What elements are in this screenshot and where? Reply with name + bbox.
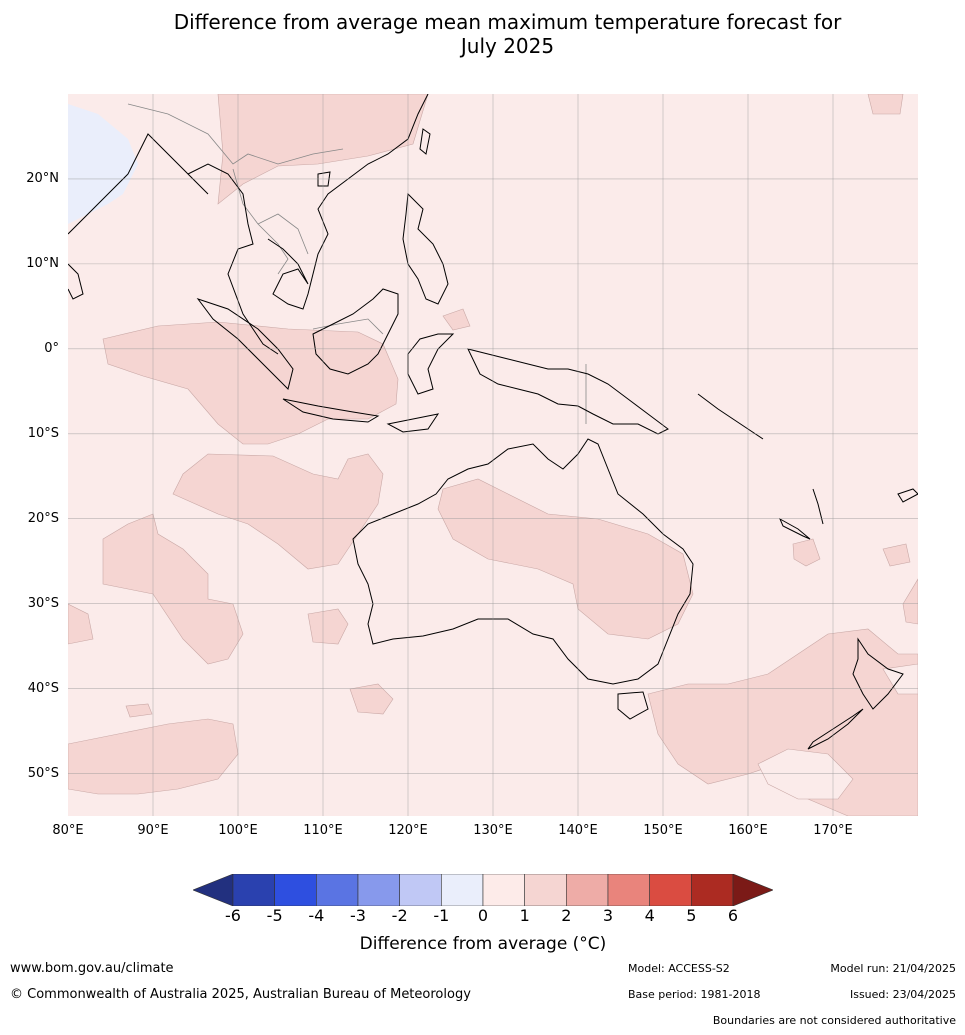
colorbar-tick-label: 5 [686,906,697,925]
anomaly-region-neg1-0 [68,104,138,224]
colorbar-label: Difference from average (°C) [359,934,607,954]
colorbar-swatch [316,873,359,907]
colorbar-swatch [649,873,692,907]
coast-borneo [312,288,399,375]
coast-philippines [402,192,449,305]
longitude-label: 140°E [558,823,598,838]
coast-java [282,398,380,423]
coast-new-caledonia [778,517,811,540]
colorbar [192,873,774,907]
forecast-map[interactable] [68,94,918,816]
longitude-label: 160°E [728,823,768,838]
colorbar-tick-label: -3 [350,906,366,925]
latitude-label: 40°S [27,680,59,696]
coast-indochina [267,94,429,310]
anomaly-region-pacific-small-2 [882,543,911,567]
latitude-label: 20°S [27,510,59,526]
latitude-label: 10°N [26,255,59,271]
colorbar-tick-label: -5 [266,906,283,925]
colorbar-swatch [732,873,774,907]
colorbar-tick-label: -2 [391,906,408,925]
colorbar-swatch [691,873,734,907]
longitude-label: 100°E [218,823,258,838]
footer-disclaimer: Boundaries are not considered authoritat… [712,1014,956,1027]
longitude-label: 120°E [388,823,428,838]
coast-sumatra [196,298,294,390]
colorbar-swatch [357,873,400,907]
colorbar-swatch [192,873,234,907]
coast-hainan [317,171,331,187]
map-canvas [68,94,918,816]
longitude-label: 90°E [137,823,169,838]
latitude-label: 20°N [26,170,59,186]
coast-solomons [697,393,764,440]
coast-nz-north [852,637,904,710]
coast-vanuatu [812,488,824,525]
colorbar-tick-label: 4 [644,906,655,925]
longitude-label: 110°E [303,823,343,838]
anomaly-region-png-north [442,308,471,331]
colorbar-swatch [441,873,484,907]
anomaly-region-west-edge [68,603,94,645]
title-line-2: July 2025 [460,34,555,58]
footer-model: Model: ACCESS-S2 [628,962,730,975]
latitude-label: 30°S [27,595,59,611]
coast-fiji [897,488,918,503]
colorbar-tick-label: 3 [602,906,614,925]
coast-australia [352,438,694,685]
coast-sulawesi [407,333,455,395]
anomaly-region-pacific-small-1 [792,538,821,567]
colorbar-tick-label: -6 [225,906,241,925]
colorbar-swatch [524,873,567,907]
anomaly-region-east-edge [902,578,918,625]
anomaly-region-small-2 [349,683,394,715]
title-line-1: Difference from average mean maximum tem… [173,10,842,34]
colorbar-swatch [566,873,609,907]
coast-tasmania [617,691,649,720]
coast-india [68,133,209,235]
colorbar-tick-label: 6 [727,906,739,925]
colorbar-tick-label: -1 [433,906,450,925]
anomaly-region-small-3 [125,703,153,718]
coast-timor [386,413,440,433]
anomaly-region-northeast [867,94,904,115]
footer-issued: Issued: 23/04/2025 [849,988,956,1001]
map-title: Difference from average mean maximum tem… [0,10,965,58]
anomaly-region-tasman-nz [647,628,918,816]
coast-taiwan [419,128,431,155]
longitude-label: 150°E [643,823,683,838]
footer-base-period: Base period: 1981-2018 [628,988,761,1001]
colorbar-swatches [192,873,774,907]
anomaly-pockets-0-1 [757,663,918,800]
anomaly-region-indian-ocean-north [102,321,399,445]
colorbar-tick-label: 1 [519,906,530,925]
footer-copyright: © Commonwealth of Australia 2025, Austra… [10,987,471,1002]
latitude-label: 10°S [27,425,59,441]
anomaly-regions-1-2 [68,94,918,816]
footer-model-run: Model run: 21/04/2025 [830,962,956,975]
latitude-label: 0° [44,340,59,356]
colorbar-swatch [232,873,275,907]
colorbar-swatch [399,873,442,907]
colorbar-tick-label: 2 [561,906,572,925]
colorbar-swatch [274,873,317,907]
colorbar-swatch [607,873,650,907]
colorbar-tick-label: -4 [308,906,325,925]
anomaly-region-small-1 [307,608,349,645]
longitude-label: 130°E [473,823,513,838]
longitude-label: 80°E [52,823,84,838]
coast-sri-lanka [68,263,84,300]
latitude-label: 50°S [27,765,59,781]
colorbar-swatch [482,873,525,907]
longitude-label: 170°E [813,823,853,838]
colorbar-tick-label: 0 [477,906,489,925]
footer-website[interactable]: www.bom.gov.au/climate [10,961,174,976]
country-borders [127,103,587,424]
graticule [68,94,918,816]
coast-nz-south [807,708,864,750]
